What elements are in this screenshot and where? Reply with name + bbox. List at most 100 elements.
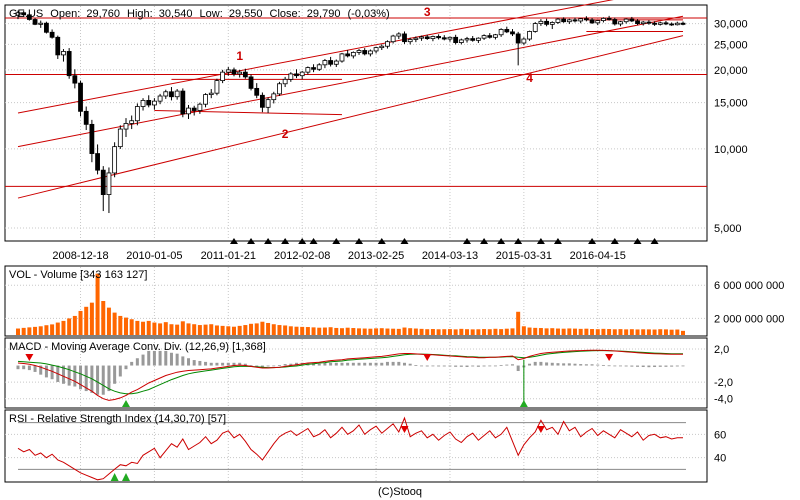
high-label: High: [127,8,153,20]
signal-triangle [247,238,256,244]
candle-body [367,50,373,55]
volume-bar [425,329,430,335]
candle-body [237,71,243,75]
macd-histogram-bar [232,362,236,366]
signal-triangle [480,238,489,244]
macd-histogram-bar [283,364,287,366]
macd-histogram-bar [329,362,333,366]
macd-histogram-bar [107,365,111,392]
volume-bar [21,327,26,335]
volume-bar [465,329,470,335]
macd-histogram-bar [27,365,31,371]
candle-body [32,19,38,25]
signal-triangle [377,238,386,244]
signal-triangle [400,238,409,244]
volume-bar [249,323,254,335]
volume-bar [499,329,504,335]
candle-body [311,67,316,70]
volume-bar [413,328,418,335]
volume-bar [305,327,310,335]
candle-body [350,52,356,57]
candle-body [21,12,27,16]
signal-triangle [536,238,545,244]
macd-histogram-bar [164,350,168,366]
macd-line [17,349,683,401]
signal-triangle [281,238,290,244]
annotation-label: 1 [236,49,243,63]
macd-histogram-bar [346,362,350,366]
macd-histogram-bar [624,365,628,367]
volume-bar [33,326,38,335]
macd-histogram-bar [442,365,446,367]
volume-bar [561,328,566,335]
date-tick-label: 2011-01-21 [201,250,256,262]
candle-body [407,39,413,43]
signal-triangle [588,238,597,244]
volume-bar [669,329,674,335]
candle-body [629,18,635,22]
macd-histogram-bar [488,365,492,367]
volume-bar [590,329,595,335]
volume-bar [112,312,117,335]
volume-bar [510,328,515,335]
copyright-footer: (C)Stooq [378,486,422,498]
candle-body [373,47,379,52]
macd-histogram-bar [118,365,122,377]
volume-bar [675,329,680,335]
volume-bar [419,328,424,335]
signal-triangle [650,238,659,244]
volume-bar [123,317,128,335]
macd-histogram-bar [385,361,389,366]
candle-body [379,45,385,49]
macd-histogram-bar [516,365,520,372]
volume-bar [567,328,572,335]
macd-histogram-bar [181,356,185,366]
volume-bar [652,329,657,335]
candle-body [680,22,686,25]
rsi-panel [4,409,708,483]
candle-body [561,18,567,23]
rsi-series [17,416,683,481]
volume-bar [601,328,606,335]
macd-histogram-bar [215,362,219,366]
rsi-line [17,416,683,481]
date-tick-label: 2014-03-13 [422,250,478,262]
macd-histogram-bar [550,362,554,366]
macd-histogram-bar [482,365,486,367]
volume-bar [283,325,288,335]
volume-bar [681,330,685,335]
price-series: 1 2 3 4 [5,0,707,244]
volume-bar [38,326,43,335]
candle-body [493,34,498,38]
volume-bar [527,327,532,335]
macd-histogram-bar [675,365,679,367]
volume-bar [220,325,225,335]
volume-bar [300,326,305,335]
volume-bar [203,324,208,335]
candle-body [15,12,21,16]
candle-body [674,22,680,26]
volume-bar [322,327,327,335]
volume-bar [50,324,55,335]
macd-histogram-bar [556,363,560,366]
macd-histogram-bar [493,365,497,367]
macd-histogram-bar [670,365,674,367]
high-value: 30,540 [159,8,193,20]
macd-histogram-bar [664,365,668,367]
close-value: 29,790 [307,8,341,20]
volume-bar [163,322,168,335]
price-tick-label: 20,000 [714,65,748,77]
rsi-tick-label: 40 [714,453,726,465]
volume-bar [317,327,322,335]
candle-body [618,21,623,25]
candle-body [601,17,606,21]
macd-histogram-bar [73,365,77,387]
volume-bar [612,329,617,335]
macd-histogram-bar [67,365,71,386]
signal-triangle [553,238,562,244]
close-label: Close: [270,8,301,20]
macd-histogram-bar [374,362,378,366]
macd-histogram-bar [437,365,441,367]
candle-body [390,35,396,43]
candle-body [453,36,459,43]
